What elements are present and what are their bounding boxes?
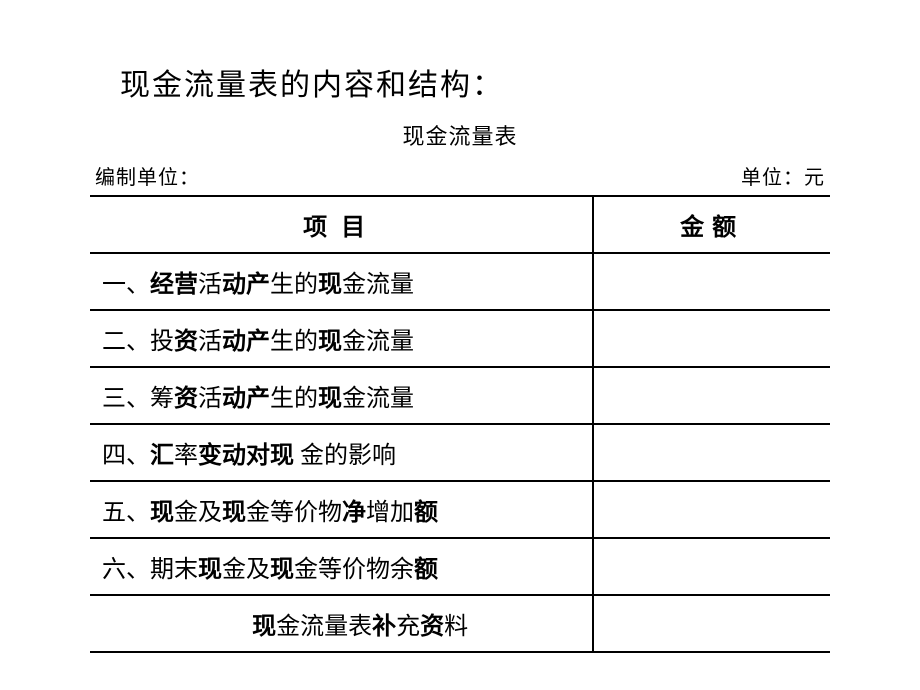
table-row: 现金流量表补充资料 <box>90 595 830 652</box>
amount-cell <box>593 253 830 310</box>
table-header-row: 项目 金额 <box>90 196 830 253</box>
cash-flow-table: 项目 金额 一、经营活动产生的现金流量二、投资活动产生的现金流量三、筹资活动产生… <box>90 195 830 653</box>
item-cell: 六、期末现金及现金等价物余额 <box>90 538 593 595</box>
item-cell: 三、筹资活动产生的现金流量 <box>90 367 593 424</box>
main-title: 现金流量表的内容和结构： <box>120 60 830 104</box>
amount-cell <box>593 595 830 652</box>
subtitle: 现金流量表 <box>90 119 830 151</box>
table-row: 一、经营活动产生的现金流量 <box>90 253 830 310</box>
table-row: 四、汇率变动对现 金的影响 <box>90 424 830 481</box>
amount-cell <box>593 538 830 595</box>
column-header-item: 项目 <box>90 196 593 253</box>
table-row: 二、投资活动产生的现金流量 <box>90 310 830 367</box>
table-row: 六、期末现金及现金等价物余额 <box>90 538 830 595</box>
amount-cell <box>593 481 830 538</box>
item-cell: 五、现金及现金等价物净增加额 <box>90 481 593 538</box>
item-cell: 四、汇率变动对现 金的影响 <box>90 424 593 481</box>
item-cell: 二、投资活动产生的现金流量 <box>90 310 593 367</box>
table-body: 一、经营活动产生的现金流量二、投资活动产生的现金流量三、筹资活动产生的现金流量四… <box>90 253 830 652</box>
item-cell: 一、经营活动产生的现金流量 <box>90 253 593 310</box>
amount-cell <box>593 367 830 424</box>
table-row: 五、现金及现金等价物净增加额 <box>90 481 830 538</box>
column-header-amount: 金额 <box>593 196 830 253</box>
header-left: 编制单位： <box>95 161 200 190</box>
item-cell: 现金流量表补充资料 <box>90 595 593 652</box>
amount-cell <box>593 310 830 367</box>
header-row: 编制单位： 单位：元 <box>90 161 830 190</box>
table-row: 三、筹资活动产生的现金流量 <box>90 367 830 424</box>
amount-cell <box>593 424 830 481</box>
header-right: 单位：元 <box>741 161 825 190</box>
